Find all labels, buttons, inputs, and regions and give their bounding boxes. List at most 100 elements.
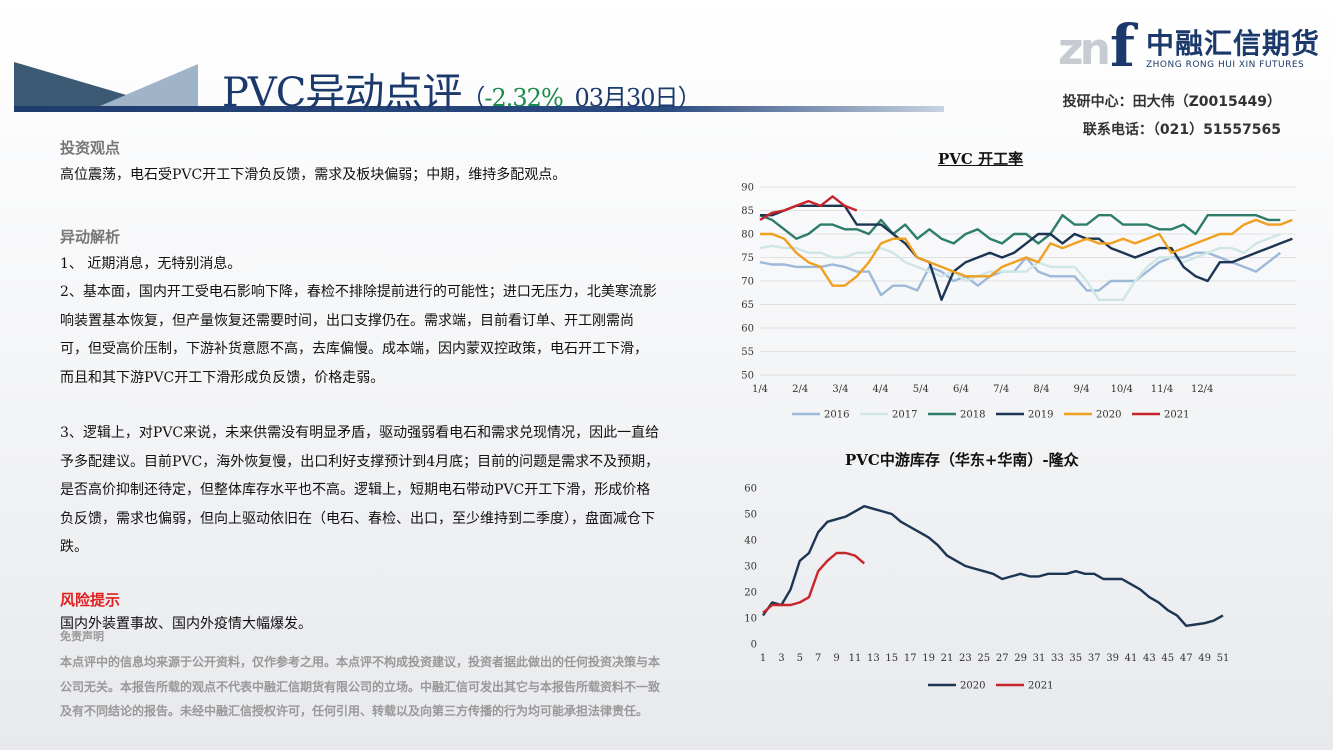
title-paren-open: （ — [461, 84, 485, 112]
series-line-2019 — [760, 204, 1293, 302]
series-line-2020 — [760, 218, 1293, 287]
y-tick-label: 60 — [741, 324, 754, 335]
y-tick-label: 0 — [751, 640, 757, 651]
x-tick-label: 43 — [1143, 653, 1156, 664]
report-date: 03月30日 — [574, 84, 678, 112]
legend-label: 2021 — [1028, 681, 1053, 692]
x-tick-label: 12/4 — [1191, 384, 1213, 395]
disclaimer-text: 本点评中的信息均来源于公开资料，仅作参考之用。本点评不构成投资建议，投资者据此做… — [60, 655, 661, 718]
analysis-heading: 异动解析 — [60, 228, 121, 246]
x-tick-label: 47 — [1180, 653, 1193, 664]
x-tick-label: 25 — [977, 653, 990, 664]
x-tick-label: 19 — [922, 653, 935, 664]
company-logo: zn f 中融汇信期货 ZHONG RONG HUI XIN FUTURES — [1058, 12, 1323, 80]
chart1-title: PVC 开工率 — [938, 150, 1024, 168]
x-tick-label: 45 — [1161, 653, 1174, 664]
x-tick-label: 13 — [867, 653, 880, 664]
title-paren-close: ） — [677, 84, 702, 112]
view-text: 高位震荡，电石受PVC开工下滑负反馈，需求及板块偏弱；中期，维持多配观点。 — [60, 167, 567, 183]
x-tick-label: 9/4 — [1074, 384, 1090, 395]
phone-line: 联系电话：（021）51557565 — [1082, 122, 1281, 138]
page-title: PVC异动点评（-2.32% 03月30日） — [222, 60, 702, 118]
x-tick-label: 1/4 — [752, 384, 768, 395]
series-line-2016 — [759, 251, 1282, 297]
y-tick-label: 75 — [741, 253, 754, 264]
series-line-2020 — [762, 505, 1224, 628]
legend-label: 2020 — [960, 681, 985, 692]
header-decor-light-triangle — [100, 64, 198, 106]
series-line-2021 — [759, 195, 858, 221]
x-tick-label: 7 — [815, 653, 821, 664]
series-line-2021 — [762, 551, 865, 614]
y-tick-label: 65 — [741, 300, 754, 311]
legend-label: 2020 — [1096, 410, 1121, 421]
y-tick-label: 50 — [744, 510, 757, 521]
disclaimer-heading: 免责声明 — [60, 630, 104, 643]
y-tick-label: 80 — [741, 230, 754, 241]
risk-heading: 风险提示 — [60, 591, 121, 609]
analysis-point-1: 1、 近期消息，无特别消息。 — [60, 256, 242, 272]
x-tick-label: 21 — [941, 653, 954, 664]
y-tick-label: 20 — [744, 588, 757, 599]
logo-name-en: ZHONG RONG HUI XIN FUTURES — [1146, 60, 1305, 70]
x-tick-label: 35 — [1069, 653, 1082, 664]
x-tick-label: 3/4 — [832, 384, 848, 395]
x-tick-label: 31 — [1033, 653, 1046, 664]
x-tick-label: 9 — [833, 653, 839, 664]
x-tick-label: 41 — [1125, 653, 1138, 664]
x-tick-label: 49 — [1198, 653, 1211, 664]
logo-name-cn: 中融汇信期货 — [1146, 27, 1321, 60]
x-tick-label: 1 — [760, 653, 766, 664]
y-tick-label: 70 — [741, 277, 754, 288]
y-tick-label: 30 — [744, 562, 757, 573]
x-tick-label: 4/4 — [873, 384, 889, 395]
x-tick-label: 3 — [778, 653, 784, 664]
x-tick-label: 23 — [959, 653, 972, 664]
analysis-point-3: 3、逻辑上，对PVC来说，未来供需没有明显矛盾，驱动强弱看电石和需求兑现情况，因… — [60, 425, 660, 555]
series-line-2018 — [759, 214, 1281, 245]
y-tick-label: 90 — [741, 183, 754, 194]
contact-info: 投研中心：田大伟（Z0015449） 联系电话：（021）51557565 — [1063, 88, 1281, 144]
x-tick-label: 11 — [849, 653, 862, 664]
x-tick-label: 17 — [904, 653, 917, 664]
x-tick-label: 29 — [1014, 653, 1027, 664]
x-tick-label: 51 — [1217, 653, 1230, 664]
y-tick-label: 55 — [741, 347, 754, 358]
y-tick-label: 85 — [741, 206, 754, 217]
x-tick-label: 39 — [1106, 653, 1119, 664]
x-tick-label: 33 — [1051, 653, 1064, 664]
chart2-title: PVC中游库存（华东+华南）-隆众 — [845, 451, 1079, 469]
x-tick-label: 5 — [797, 653, 803, 664]
header-underline-bar — [14, 106, 944, 112]
x-tick-label: 7/4 — [993, 384, 1009, 395]
series-line-2017 — [759, 232, 1281, 302]
legend-label: 2017 — [892, 410, 917, 421]
y-tick-label: 10 — [744, 614, 757, 625]
operating-rate-chart: 90 85 80 75 70 65 60 55 50 1/4 2/4 3/4 4/4 5/4 6/4 7/4 8… — [741, 183, 1296, 421]
x-tick-label: 8/4 — [1033, 384, 1049, 395]
x-tick-label: 27 — [996, 653, 1009, 664]
risk-text: 国内外装置事故、国内外疫情大幅爆发。 — [60, 616, 312, 632]
analyst-line: 投研中心：田大伟（Z0015449） — [1062, 94, 1281, 110]
y-tick-label: 60 — [744, 484, 757, 495]
x-tick-label: 10/4 — [1111, 384, 1133, 395]
analysis-point-2: 2、基本面，国内开工受电石影响下降，春检不排除提前进行的可能性；进口无压力，北美… — [60, 284, 657, 386]
x-tick-label: 11/4 — [1151, 384, 1173, 395]
x-tick-label: 15 — [885, 653, 898, 664]
title-main: PVC异动点评 — [222, 70, 462, 116]
x-tick-label: 37 — [1088, 653, 1101, 664]
y-tick-label: 50 — [741, 371, 754, 382]
legend-label: 2016 — [824, 410, 849, 421]
change-percentage: -2.32% — [484, 84, 563, 112]
x-tick-label: 5/4 — [913, 384, 929, 395]
legend-label: 2019 — [1028, 410, 1053, 421]
y-tick-label: 40 — [744, 536, 757, 547]
x-tick-label: 6/4 — [953, 384, 969, 395]
legend-label: 2021 — [1164, 410, 1189, 421]
logo-mark-zn: zn — [1058, 24, 1111, 75]
logo-mark-f: f — [1110, 12, 1135, 80]
x-tick-label: 2/4 — [792, 384, 808, 395]
legend-label: 2018 — [960, 410, 985, 421]
view-heading: 投资观点 — [60, 139, 121, 157]
